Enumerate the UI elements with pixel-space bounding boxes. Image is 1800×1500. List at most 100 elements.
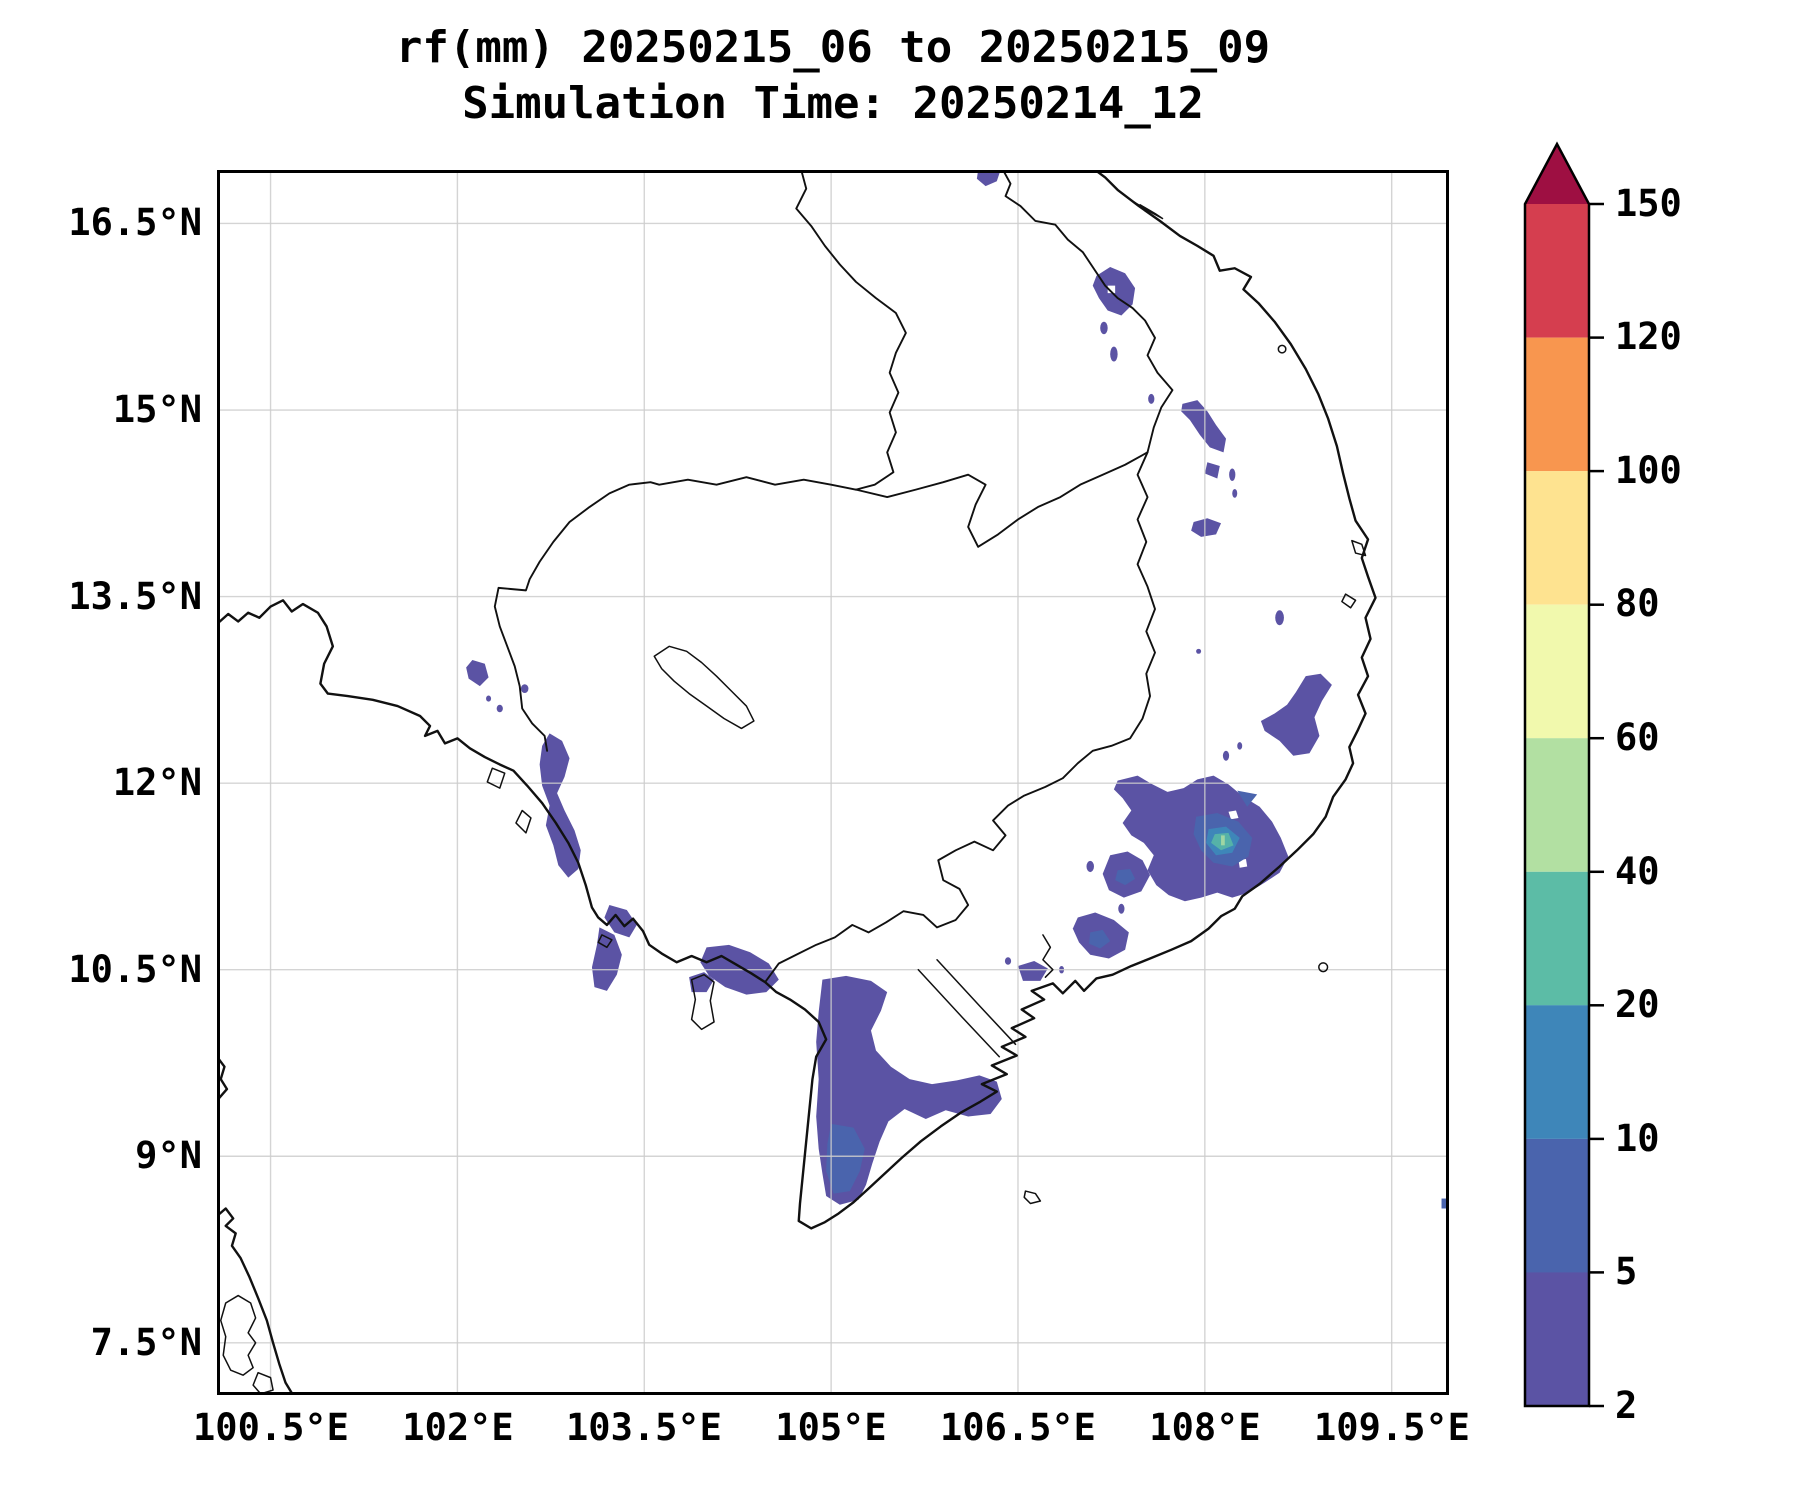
y-tick-9n: 9°N	[135, 1134, 202, 1177]
coast-gulf-west-bump	[217, 1057, 227, 1099]
rain-contours-40-60mm	[1221, 835, 1225, 846]
rain-patch-kontum	[1181, 400, 1227, 453]
cb-seg-60-80	[1525, 604, 1589, 739]
x-tick-103-5e: 103.5°E	[566, 1406, 722, 1449]
cb-seg-10-20	[1525, 1005, 1589, 1139]
cb-seg-80-100	[1525, 471, 1589, 605]
rain-patch-cardamom	[539, 733, 581, 878]
lagoon-qui-nhon	[1352, 541, 1366, 556]
cb-label-10: 10	[1615, 1117, 1660, 1160]
coastlines	[217, 170, 1376, 1395]
rain-patch-trat	[466, 660, 489, 687]
rain-speck	[1229, 468, 1236, 481]
rain-patch-crescent	[1191, 518, 1222, 537]
rain-patch-aluoi	[1092, 267, 1136, 316]
y-tick-16-5n: 16.5°N	[68, 201, 202, 244]
x-tick-105e: 105°E	[775, 1406, 887, 1449]
island-koh-kut	[516, 811, 531, 833]
rain-speck	[486, 695, 492, 702]
rain-speck	[1196, 648, 1202, 654]
rain-speck	[1004, 957, 1012, 965]
rain-speck	[1232, 489, 1238, 498]
island-phu-quoc	[692, 975, 714, 1030]
island-koh-chang	[487, 768, 504, 788]
rain-speck	[1086, 860, 1094, 873]
island-koh-rong	[598, 935, 612, 947]
rain-speck	[1118, 903, 1125, 914]
cb-seg-5-10	[1525, 1138, 1589, 1273]
border-thailand-cambodia	[495, 477, 856, 751]
rain-core-highlands-top-triangle	[1237, 790, 1258, 807]
lagoon-thale-luang	[221, 1296, 256, 1376]
cb-seg-20-40	[1525, 871, 1589, 1006]
figure-title: rf(mm) 20250215_06 to 20250215_09	[395, 22, 1271, 73]
lagoon-songkhla	[253, 1373, 273, 1394]
rain-core-dongnai	[1115, 868, 1136, 886]
island-phu-quy	[1319, 963, 1328, 972]
cb-label-5: 5	[1615, 1250, 1638, 1293]
colorbar-outline	[1523, 141, 1591, 1408]
x-tick-102e: 102°E	[402, 1406, 514, 1449]
river-saigon	[1043, 935, 1053, 977]
rain-core-highlands-40-60	[1221, 835, 1225, 846]
cb-seg-40-60	[1525, 738, 1589, 872]
cb-seg-120-150	[1525, 204, 1589, 338]
cb-label-80: 80	[1615, 582, 1660, 625]
cb-label-150: 150	[1615, 182, 1682, 225]
colorbar-ticks	[1589, 202, 1604, 1408]
lagoon-song-cau	[1342, 594, 1356, 608]
x-tick-108e: 108°E	[1149, 1406, 1261, 1449]
x-tick-109-5e: 109.5°E	[1314, 1406, 1470, 1449]
rain-patch	[1204, 462, 1220, 479]
coast-hue-lagoon	[1133, 201, 1163, 218]
colorbar-extend-arrow	[1525, 144, 1589, 204]
rain-speck	[520, 684, 529, 693]
map-panel	[217, 170, 1449, 1395]
graticule	[217, 170, 1449, 1395]
rain-core-delta	[826, 1123, 865, 1194]
figure-subtitle: Simulation Time: 20250214_12	[462, 78, 1204, 129]
cb-label-2: 2	[1615, 1384, 1638, 1427]
rain-speck	[1148, 393, 1155, 404]
colorbar	[1500, 130, 1700, 1430]
border-laos-vietnam	[1003, 170, 1172, 452]
rain-patch-dalat	[1260, 673, 1332, 756]
y-tick-15n: 15°N	[112, 388, 202, 431]
border-thailand-laos-mekong	[796, 170, 906, 490]
border-cambodia-vietnam	[765, 452, 1155, 982]
cb-label-40: 40	[1615, 850, 1660, 893]
y-tick-13-5n: 13.5°N	[68, 575, 202, 618]
cb-label-120: 120	[1615, 315, 1682, 358]
rain-patch-saigon	[1017, 960, 1048, 981]
rain-contours-2-5mm	[466, 170, 1332, 1205]
rain-speck	[1100, 321, 1108, 335]
y-tick-12n: 12°N	[112, 761, 202, 804]
river-mekong-channel	[918, 970, 999, 1057]
rain-contours-5-10mm	[826, 790, 1449, 1209]
border-laos-cambodia	[856, 452, 1147, 547]
rain-speck	[1275, 610, 1284, 626]
rain-speck	[1110, 346, 1118, 362]
coast-indochina-main	[217, 170, 1376, 1228]
rain-speck	[496, 704, 503, 713]
rain-speck	[1222, 750, 1230, 761]
cb-seg-2-5	[1525, 1272, 1589, 1406]
axes-frame	[217, 170, 1449, 1395]
map-canvas	[217, 170, 1449, 1395]
x-tick-100-5e: 100.5°E	[193, 1406, 349, 1449]
x-tick-106-5e: 106.5°E	[940, 1406, 1096, 1449]
cb-seg-100-120	[1525, 337, 1589, 472]
island-con-dao	[1024, 1191, 1040, 1203]
lake-tonle-sap	[654, 646, 754, 728]
coast-malay-peninsula	[217, 1208, 293, 1395]
river-bassac-channel	[937, 960, 1015, 1045]
country-borders	[495, 170, 1173, 982]
cb-label-20: 20	[1615, 983, 1660, 1026]
y-tick-10-5n: 10.5°N	[68, 948, 202, 991]
cb-label-60: 60	[1615, 716, 1660, 759]
island-cham	[1278, 345, 1285, 352]
rain-core-vungtau	[1088, 929, 1111, 949]
y-tick-7-5n: 7.5°N	[90, 1321, 202, 1364]
rain-patch-top-border	[976, 170, 1001, 187]
